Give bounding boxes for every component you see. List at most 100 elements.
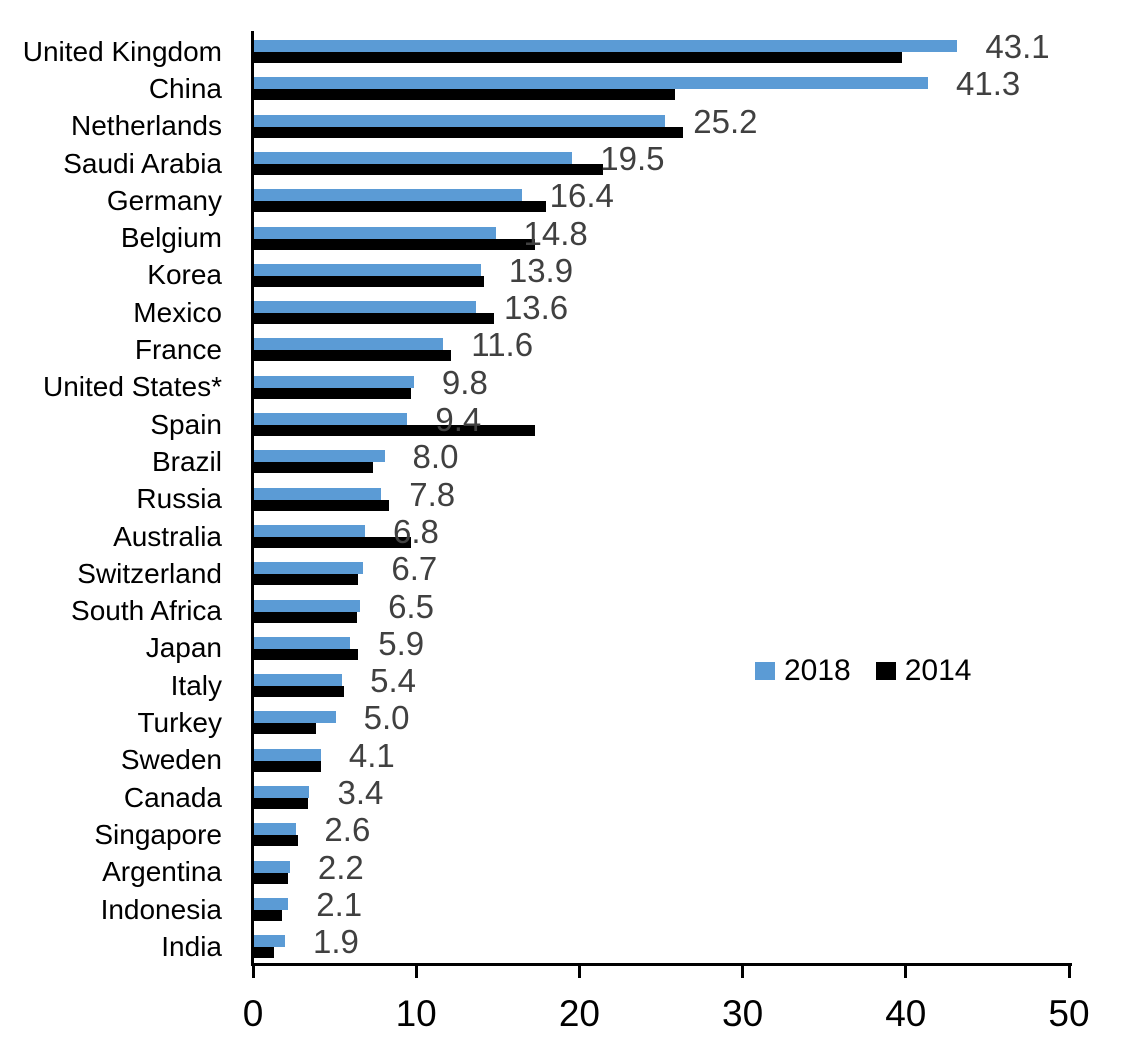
x-axis-tick (1067, 963, 1071, 978)
bar-2018 (254, 860, 290, 873)
category-label: Netherlands (71, 110, 222, 142)
value-label: 11.6 (471, 326, 534, 364)
category-label: Turkey (137, 707, 222, 739)
category-label: Italy (170, 669, 222, 701)
value-label: 2.1 (316, 885, 363, 923)
category-label: Japan (145, 632, 222, 664)
bar-2018 (254, 226, 496, 239)
category-label: Russia (136, 483, 222, 515)
value-label: 2.6 (324, 811, 371, 849)
bar-2014 (254, 275, 485, 287)
bar-2018 (254, 599, 361, 612)
x-axis-line (251, 963, 1072, 966)
x-axis-tick (904, 963, 908, 978)
bar-2014 (254, 313, 494, 325)
value-label: 2.2 (317, 848, 364, 886)
value-label: 19.5 (600, 139, 665, 177)
x-axis-tick-label: 30 (722, 993, 764, 1034)
value-label: 14.8 (523, 214, 588, 252)
bar-2018 (254, 897, 289, 910)
bar-2018 (254, 40, 958, 52)
value-label: 25.2 (693, 102, 758, 140)
bar-2014 (254, 909, 282, 921)
y-axis-line (251, 31, 254, 966)
bar-2014 (254, 462, 374, 474)
category-label: Singapore (94, 818, 222, 850)
bar-2014 (254, 163, 604, 175)
x-axis-tick (251, 963, 255, 978)
bar-2018 (254, 338, 444, 351)
bar-2018 (254, 151, 573, 164)
bar-2018 (254, 823, 297, 836)
value-label: 9.4 (435, 401, 482, 438)
value-label: 9.8 (441, 363, 488, 401)
value-label: 5.9 (378, 624, 425, 662)
category-label: India (161, 930, 222, 962)
category-label: Argentina (102, 856, 222, 888)
bar-2014 (254, 499, 390, 511)
category-label: Australia (113, 520, 222, 552)
value-label: 8.0 (412, 438, 459, 476)
value-label: 6.7 (391, 550, 438, 588)
bar-2018 (254, 786, 310, 798)
value-label: 7.8 (409, 475, 456, 513)
category-label: Belgium (120, 222, 222, 254)
legend-label-2018: 2018 (784, 654, 851, 687)
bar-2018 (254, 674, 343, 687)
x-axis-tick-label: 50 (1048, 993, 1090, 1034)
category-label: Canada (123, 781, 222, 813)
bar-2018 (254, 636, 351, 649)
x-axis-tick (414, 963, 418, 978)
bar-2014 (254, 89, 676, 101)
bar-2018 (254, 711, 336, 724)
value-label: 6.5 (388, 587, 434, 625)
bar-2014 (254, 574, 359, 586)
legend: 2018 2014 (755, 651, 972, 691)
legend-label-2014: 2014 (904, 654, 972, 687)
value-label: 1.9 (313, 923, 359, 961)
bar-2018 (254, 524, 365, 537)
value-label: 4.1 (348, 736, 395, 774)
bar-2018 (254, 562, 364, 575)
value-label: 5.0 (363, 699, 410, 737)
value-label: 43.1 (985, 28, 1050, 65)
value-label: 13.6 (503, 289, 569, 327)
legend-swatch-2018 (755, 662, 775, 680)
bar-2014 (254, 201, 547, 213)
bar-2018 (254, 263, 481, 276)
category-label: Korea (147, 259, 222, 291)
bar-2014 (254, 686, 344, 698)
category-label: Mexico (133, 296, 222, 328)
bar-2018 (254, 748, 321, 761)
category-label: South Africa (71, 595, 222, 627)
value-label: 5.4 (370, 662, 416, 700)
category-label: Sweden (120, 744, 222, 776)
category-label: Switzerland (77, 557, 222, 589)
bar-2018 (254, 413, 408, 425)
bar-2014 (254, 611, 357, 623)
bar-2014 (254, 648, 359, 660)
bar-2014 (254, 872, 289, 884)
bar-2014 (254, 760, 321, 772)
bar-2018 (254, 487, 382, 500)
category-label: Indonesia (100, 893, 222, 925)
value-label: 41.3 (956, 65, 1021, 103)
bar-2014 (254, 536, 411, 548)
category-label: United Kingdom (22, 35, 222, 67)
value-label: 3.4 (337, 774, 384, 811)
x-axis-tick (577, 963, 581, 978)
category-label: Brazil (151, 445, 222, 477)
bar-2018 (254, 375, 414, 388)
x-axis-tick-label: 0 (242, 993, 264, 1034)
x-axis-tick (741, 963, 745, 978)
bar-2014 (254, 350, 452, 362)
value-label: 16.4 (549, 177, 614, 215)
category-label: Germany (106, 184, 222, 216)
bar-2014 (254, 425, 535, 436)
x-axis-tick-label: 20 (558, 993, 600, 1034)
category-label: France (134, 334, 222, 366)
bar-2018 (254, 450, 385, 463)
bar-2014 (254, 835, 299, 847)
bar-2018 (254, 301, 476, 314)
